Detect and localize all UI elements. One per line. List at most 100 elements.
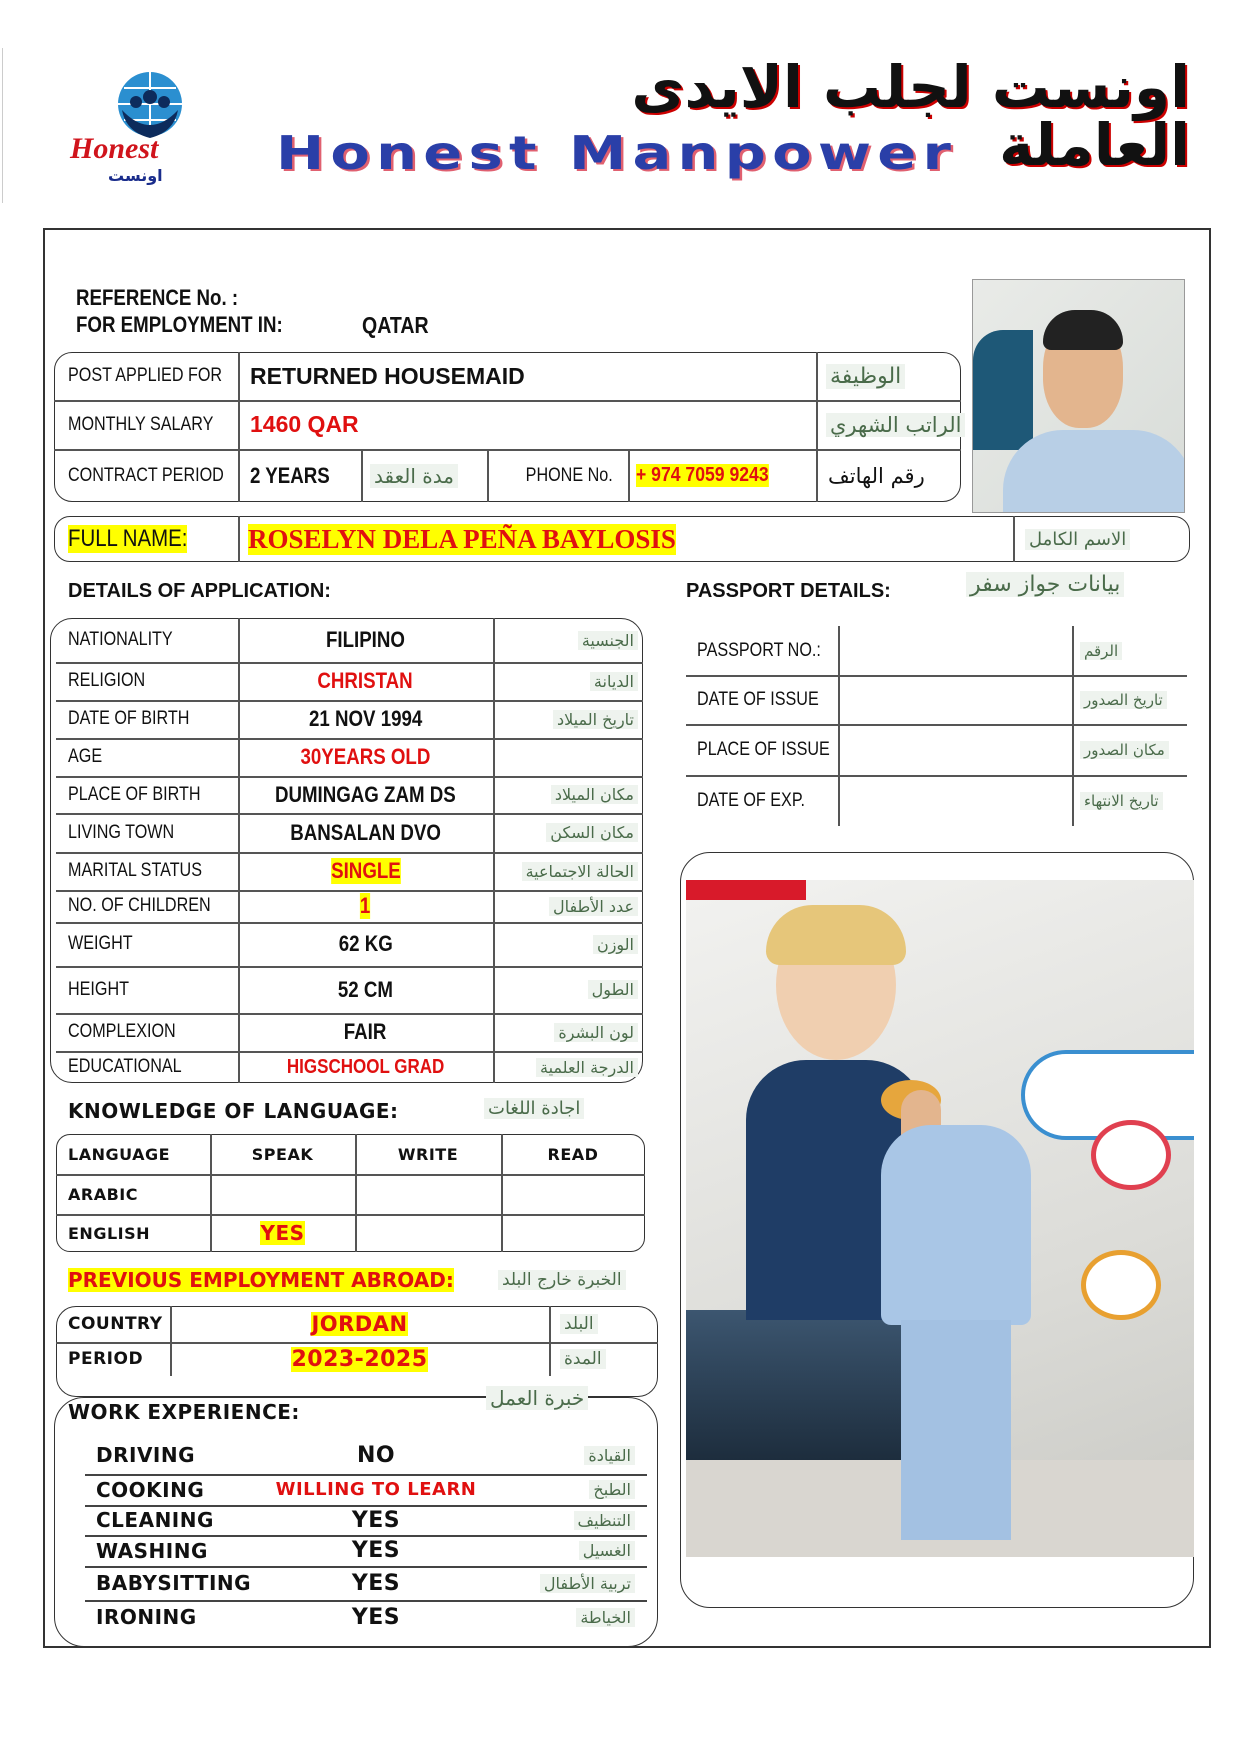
work-experience-table	[54, 1397, 658, 1647]
work-skill-label: WASHING	[96, 1538, 208, 1563]
previous-employment-arabic: الخبرة خارج البلد	[498, 1270, 626, 1290]
applicant-full-body-photo	[686, 880, 1194, 1557]
passport-label: PLACE OF ISSUE	[697, 738, 830, 760]
work-skill-value: WILLING TO LEARN	[275, 1479, 477, 1500]
full-name-label: FULL NAME:	[68, 525, 188, 553]
details-arabic: الوزن	[592, 934, 638, 954]
details-arabic: عدد الأطفال	[548, 896, 638, 916]
company-arabic-title: اونست لجلب الايدى العاملة	[631, 53, 1190, 179]
language-title: KNOWLEDGE OF LANGUAGE:	[68, 1099, 399, 1123]
post-label: POST APPLIED FOR	[68, 365, 223, 386]
details-label: LIVING TOWN	[68, 821, 175, 843]
language-cell: ENGLISH	[68, 1223, 151, 1243]
reference-label: REFERENCE No. :	[76, 285, 239, 310]
work-skill-value: YES	[351, 1538, 401, 1563]
phone-value: + 974 7059 9243	[636, 464, 769, 487]
contract-label: CONTRACT PERIOD	[68, 464, 224, 486]
work-skill-arabic: تربية الأطفال	[539, 1573, 635, 1593]
passport-label: PASSPORT NO.:	[697, 639, 821, 661]
details-label: COMPLEXION	[68, 1021, 176, 1042]
details-value: HIGSCHOOL GRAD	[286, 1055, 445, 1078]
salary-value: 1460 QAR	[250, 411, 359, 437]
salary-arabic: الراتب الشهري	[826, 412, 966, 437]
logo-arabic: اونست	[108, 166, 163, 185]
phone-label: PHONE No.	[525, 464, 613, 486]
details-arabic: الطول	[587, 980, 638, 999]
details-arabic: تاريخ الميلاد	[553, 709, 638, 729]
work-skill-value: YES	[351, 1604, 401, 1630]
passport-title: PASSPORT DETAILS:	[686, 580, 891, 602]
details-arabic: الديانة	[589, 671, 638, 691]
work-skill-label: COOKING	[96, 1477, 205, 1502]
form-frame	[43, 228, 1211, 1648]
language-table	[56, 1134, 645, 1252]
details-label: PLACE OF BIRTH	[68, 783, 201, 805]
work-skill-arabic: الغسيل	[578, 1541, 635, 1560]
details-label: HEIGHT	[68, 978, 130, 1000]
employment-label: FOR EMPLOYMENT IN:	[76, 312, 283, 337]
country-label: COUNTRY	[68, 1314, 163, 1334]
country-arabic: البلد	[560, 1314, 598, 1334]
work-skill-arabic: الخياطة	[576, 1607, 635, 1627]
post-arabic: الوظيفة	[826, 363, 906, 389]
page-edge	[2, 48, 3, 203]
details-arabic: الجنسية	[577, 630, 638, 650]
passport-arabic: تاريخ الانتهاء	[1080, 791, 1163, 810]
work-skill-arabic: القيادة	[584, 1445, 635, 1465]
full-name-arabic: الاسم الكامل	[1025, 528, 1131, 550]
work-skill-label: BABYSITTING	[96, 1571, 252, 1595]
company-title: Honest Manpower	[276, 126, 958, 180]
language-arabic-title: اجادة اللغات	[484, 1098, 585, 1119]
details-arabic: مكان الميلاد	[550, 785, 638, 804]
work-skill-value: YES	[351, 1507, 401, 1533]
details-table	[50, 618, 643, 1083]
details-arabic: لون البشرة	[554, 1022, 638, 1042]
details-value: FILIPINO	[326, 627, 405, 652]
passport-arabic: الرقم	[1080, 641, 1123, 660]
previous-employment-title: PREVIOUS EMPLOYMENT ABROAD:	[68, 1268, 454, 1292]
work-experience-title: WORK EXPERIENCE:	[68, 1400, 300, 1424]
details-arabic: الدرجة العلمية	[536, 1057, 638, 1077]
passport-label: DATE OF EXP.	[697, 789, 806, 811]
details-label: MARITAL STATUS	[68, 860, 202, 881]
post-value: RETURNED HOUSEMAID	[250, 362, 525, 389]
details-label: EDUCATIONAL	[68, 1056, 182, 1077]
applicant-portrait-photo	[972, 279, 1185, 513]
work-skill-label: IRONING	[96, 1605, 197, 1629]
salary-label: MONTHLY SALARY	[68, 413, 214, 435]
previous-employment-table	[56, 1306, 658, 1397]
details-value: 62 KG	[338, 931, 393, 956]
language-cell: ARABIC	[68, 1184, 138, 1204]
language-cell: YES	[260, 1221, 305, 1245]
language-header: WRITE	[397, 1144, 459, 1164]
details-label: RELIGION	[68, 670, 146, 691]
details-label: WEIGHT	[68, 933, 133, 954]
details-label: DATE OF BIRTH	[68, 708, 190, 729]
work-experience-arabic: خبرة العمل	[486, 1386, 589, 1410]
work-skill-label: CLEANING	[96, 1508, 214, 1532]
details-value: FAIR	[344, 1019, 387, 1044]
country-value: JORDAN	[311, 1312, 408, 1336]
details-title: DETAILS OF APPLICATION:	[68, 580, 331, 602]
details-label: AGE	[68, 746, 103, 767]
period-value: 2023-2025	[291, 1346, 428, 1372]
details-label: NO. OF CHILDREN	[68, 895, 211, 916]
details-value: BANSALAN DVO	[290, 819, 441, 845]
company-logo: Honest اونست	[68, 68, 233, 193]
passport-arabic-title: بيانات جواز سفر	[966, 572, 1125, 597]
contract-value: 2 YEARS	[250, 462, 330, 488]
work-skill-value: NO	[356, 1442, 396, 1468]
details-label: NATIONALITY	[68, 629, 173, 650]
employment-country: QATAR	[362, 312, 429, 338]
details-value: 52 CM	[337, 976, 394, 1002]
full-name-value: ROSELYN DELA PEÑA BAYLOSIS	[248, 523, 676, 555]
contract-arabic: مدة العقد	[370, 463, 458, 488]
passport-label: DATE OF ISSUE	[697, 688, 819, 710]
work-skill-label: DRIVING	[96, 1443, 196, 1467]
language-header: READ	[547, 1144, 599, 1164]
language-header: SPEAK	[251, 1144, 314, 1164]
period-label: PERIOD	[68, 1349, 144, 1369]
work-skill-value: YES	[351, 1570, 401, 1596]
work-skill-arabic: الطبخ	[589, 1480, 635, 1499]
details-value: DUMINGAG ZAM DS	[275, 781, 456, 807]
